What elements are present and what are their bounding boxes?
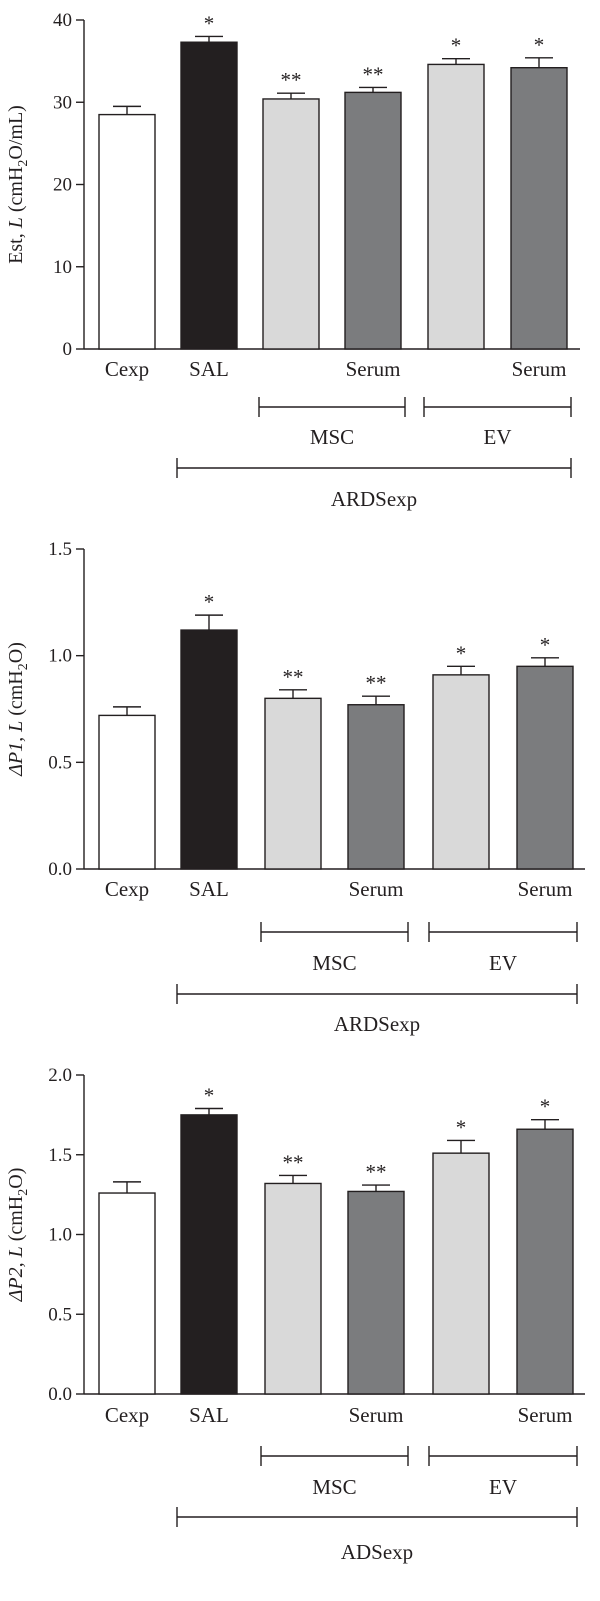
significance-marker: * xyxy=(204,590,215,614)
significance-marker: * xyxy=(204,1083,215,1107)
y-axis-label-part: L xyxy=(5,217,27,229)
significance-marker: ** xyxy=(283,1150,304,1174)
category-label: SAL xyxy=(189,877,229,901)
bar xyxy=(180,1114,238,1395)
category-label: SAL xyxy=(189,357,229,381)
y-axis-label-part: (cmH xyxy=(5,167,27,218)
significance-marker: ** xyxy=(366,1160,387,1184)
category-label: Serum xyxy=(512,357,567,381)
category-label: Cexp xyxy=(105,357,149,381)
significance-marker: ** xyxy=(283,665,304,689)
category-label: Cexp xyxy=(105,877,149,901)
y-axis-label-part: 2 xyxy=(16,663,31,670)
y-axis-label-part: ΔP1, xyxy=(5,732,27,777)
y-tick-label: 40 xyxy=(53,10,72,31)
significance-marker: ** xyxy=(366,671,387,695)
bar xyxy=(180,41,238,350)
y-tick-label: 0.0 xyxy=(48,859,72,880)
bar xyxy=(262,98,320,350)
category-label: Serum xyxy=(346,357,401,381)
bar xyxy=(98,113,156,350)
y-axis-label: Est, L (cmH2O/mL) xyxy=(5,105,31,264)
bar xyxy=(516,1128,574,1395)
y-axis-label: ΔP2, L (cmH2O) xyxy=(5,1168,31,1303)
y-axis-label-part: O/mL) xyxy=(5,105,27,159)
significance-marker: ** xyxy=(363,62,384,86)
bar xyxy=(344,91,402,350)
category-label: Serum xyxy=(518,877,573,901)
y-tick-label: 10 xyxy=(53,257,72,278)
y-tick-label: 30 xyxy=(53,92,72,113)
y-axis-label-part: ΔP2, xyxy=(5,1257,27,1302)
bar xyxy=(516,665,574,870)
bar xyxy=(264,697,322,870)
group-label: ARDSexp xyxy=(334,1012,420,1036)
category-label: SAL xyxy=(189,1403,229,1427)
y-tick-label: 1.5 xyxy=(48,539,72,560)
group-label: EV xyxy=(489,1475,517,1499)
bar xyxy=(347,704,405,870)
significance-marker: * xyxy=(540,633,551,657)
group-label: MSC xyxy=(310,425,354,449)
bar xyxy=(264,1182,322,1395)
significance-marker: * xyxy=(456,641,467,665)
y-tick-label: 1.5 xyxy=(48,1145,72,1166)
significance-marker: ** xyxy=(281,68,302,92)
y-axis-label: ΔP1, L (cmH2O) xyxy=(5,642,31,777)
y-axis-label-part: 2 xyxy=(16,1189,31,1196)
y-tick-label: 1.0 xyxy=(48,1225,72,1246)
y-tick-label: 0.5 xyxy=(48,1304,72,1325)
significance-marker: * xyxy=(540,1095,551,1119)
significance-marker: * xyxy=(204,11,215,35)
category-label: Serum xyxy=(349,1403,404,1427)
y-axis-label-part: (cmH xyxy=(5,1196,27,1247)
bar xyxy=(432,674,490,870)
y-axis-label-part: O) xyxy=(5,1168,27,1189)
category-label: Serum xyxy=(518,1403,573,1427)
bar xyxy=(98,714,156,870)
bar xyxy=(427,63,485,350)
significance-marker: * xyxy=(451,34,462,58)
y-axis-label-part: L xyxy=(5,1246,27,1258)
y-tick-label: 2.0 xyxy=(48,1065,72,1086)
group-label: EV xyxy=(489,951,517,975)
category-label: Serum xyxy=(349,877,404,901)
group-label: MSC xyxy=(312,951,356,975)
y-axis-label-part: 2 xyxy=(16,160,31,167)
group-label: MSC xyxy=(312,1475,356,1499)
bar xyxy=(510,67,568,350)
significance-marker: * xyxy=(456,1115,467,1139)
y-tick-label: 1.0 xyxy=(48,646,72,667)
y-axis-label-part: O) xyxy=(5,642,27,663)
bar xyxy=(347,1190,405,1395)
significance-marker: * xyxy=(534,33,545,57)
category-label: Cexp xyxy=(105,1403,149,1427)
y-tick-label: 0.0 xyxy=(48,1384,72,1405)
y-tick-label: 20 xyxy=(53,175,72,196)
y-axis-label-part: L xyxy=(5,721,27,733)
group-label: ARDSexp xyxy=(331,487,417,511)
bar xyxy=(98,1192,156,1395)
bar xyxy=(432,1152,490,1395)
y-tick-label: 0.5 xyxy=(48,752,72,773)
y-axis-label-part: (cmH xyxy=(5,670,27,721)
y-axis-label-part: Est, xyxy=(5,228,27,264)
group-label: ADSexp xyxy=(341,1540,413,1564)
bar xyxy=(180,629,238,870)
y-tick-label: 0 xyxy=(63,339,73,360)
group-label: EV xyxy=(484,425,512,449)
